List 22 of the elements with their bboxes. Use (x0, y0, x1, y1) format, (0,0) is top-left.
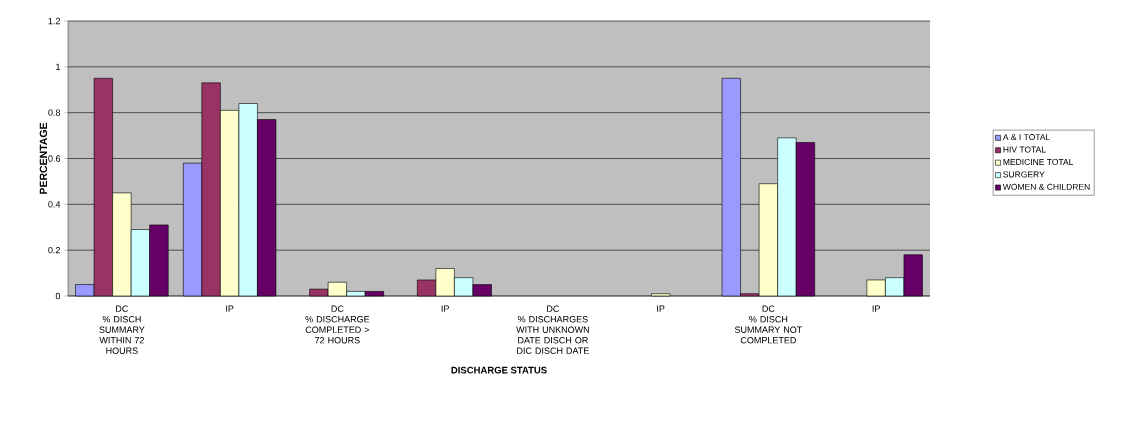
legend-label: SURGERY (1003, 171, 1045, 178)
y-tick-label: 1.2 (48, 17, 61, 25)
y-tick-label: 0.6 (48, 155, 61, 162)
x-tick-label: DC % DISCHARGE COMPLETED > 72 HOURS (305, 305, 370, 344)
x-tick-label: DC % DISCH SUMMARY WITHIN 72 HOURS (99, 305, 145, 354)
x-axis-title: DISCHARGE STATUS (451, 366, 547, 374)
legend-label: MEDICINE TOTAL (1003, 158, 1074, 165)
y-tick-label: 0.4 (48, 201, 61, 208)
x-tick-label: DC % DISCH SUMMARY NOT COMPLETED (734, 305, 803, 344)
x-tick-label: IP (226, 305, 234, 312)
x-tick-label: IP (441, 305, 449, 312)
y-tick-label: 0.2 (48, 246, 61, 254)
y-tick-label: 0 (55, 292, 61, 300)
y-tick-label: 1 (56, 63, 61, 70)
x-tick-label: DC % DISCHARGES WITH UNKNOWN DATE DISCH OR DIC DISCH DATE (516, 305, 589, 354)
y-tick-label: 0.8 (48, 109, 61, 116)
legend-label: A & I TOTAL (1002, 134, 1050, 141)
y-axis-title: PERCENTAGE (39, 122, 48, 194)
legend-label: HIV TOTAL (1003, 146, 1046, 153)
x-tick-label: IP (657, 305, 665, 312)
x-tick-label: IP (872, 305, 880, 312)
legend-label: WOMEN & CHILDREN (1002, 183, 1090, 190)
